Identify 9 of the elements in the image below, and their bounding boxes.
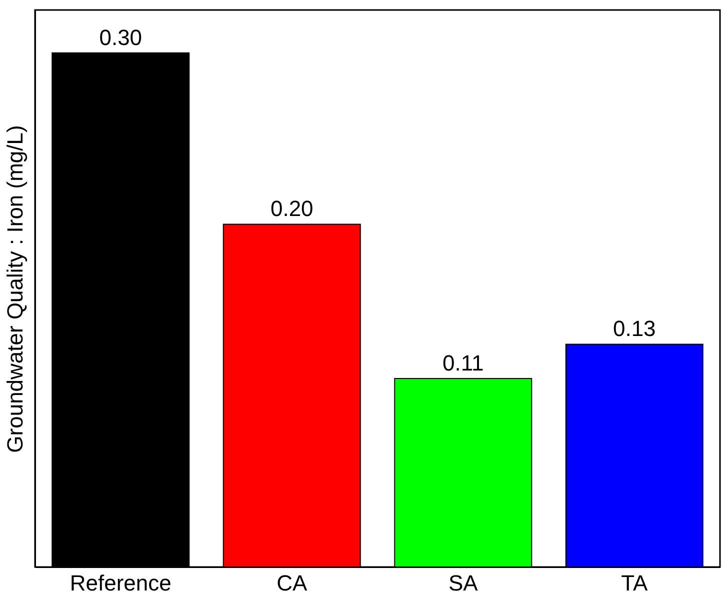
x-tick-label: Reference xyxy=(70,570,172,596)
data-label: 0.20 xyxy=(270,196,314,222)
y-axis-title: Groundwater Quality : Iron (mg/L) xyxy=(2,125,28,453)
data-label: 0.11 xyxy=(442,350,484,376)
x-tick-label: TA xyxy=(621,570,648,596)
data-label: 0.30 xyxy=(99,24,142,50)
x-tick-label: CA xyxy=(276,570,308,596)
data-label: 0.13 xyxy=(612,316,656,342)
x-tick-label: SA xyxy=(448,570,478,596)
